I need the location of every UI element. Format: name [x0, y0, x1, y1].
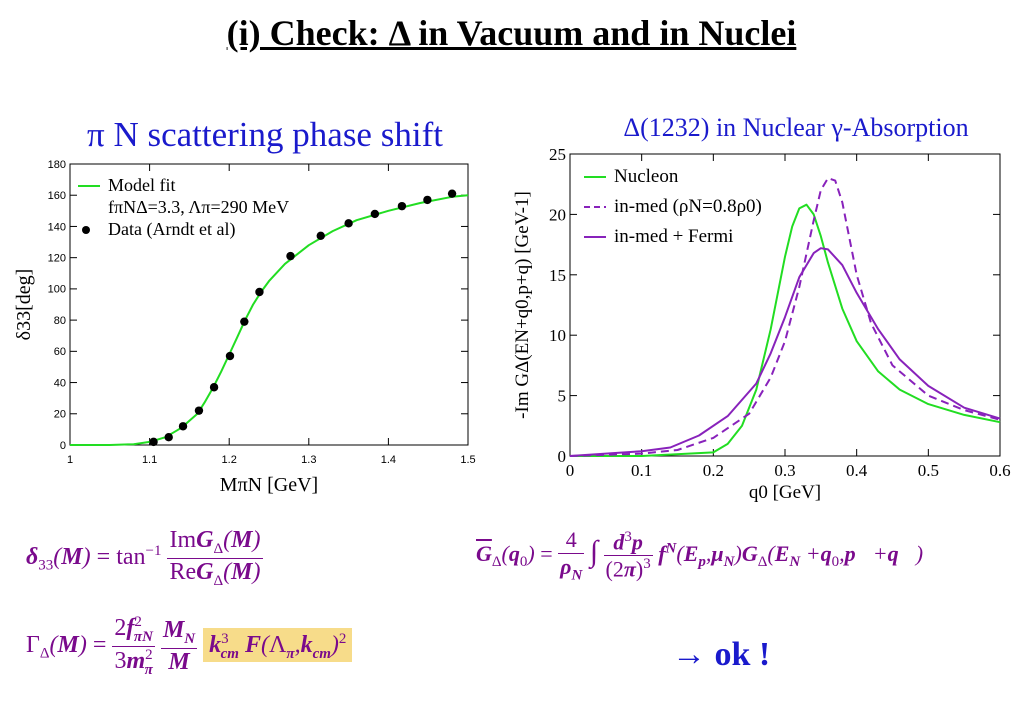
phase-shift-data-point	[397, 201, 407, 211]
absorption-legend-label: in-med (ρN=0.8ρ0)	[614, 196, 762, 217]
phase-shift-chart-title: π N scattering phase shift	[87, 115, 443, 154]
absorption-series-line	[570, 203, 1001, 457]
phase-shift-y-tick-label: 160	[48, 190, 66, 202]
phase-shift-y-tick-label: 180	[48, 159, 66, 171]
phase-shift-legend-label-extra: fπNΔ=3.3, Λπ=290 MeV	[108, 197, 289, 217]
phase-shift-y-tick-label: 140	[48, 221, 66, 233]
phase-shift-chart: π N scattering phase shift 1 1.1 1.2 1.3 1.4…	[13, 115, 476, 496]
phase-shift-data-point	[240, 317, 249, 326]
phase-shift-x-tick-label: 1.1	[142, 454, 157, 466]
ok-conclusion: → ok !	[672, 636, 771, 673]
phase-shift-x-tick-label: 1.2	[222, 454, 237, 466]
absorption-x-tick-label: 0.2	[703, 461, 724, 480]
phase-shift-x-axis-label: MπN [GeV]	[220, 474, 318, 496]
phase-shift-data-point	[255, 287, 264, 297]
slide-title: (i) Check: Δ in Vacuum and in Nuclei	[226, 13, 797, 53]
absorption-x-tick-label: 0.6	[989, 461, 1010, 480]
phase-shift-chart-panel: π N scattering phase shift 1 1.1 1.2 1.3 1.4…	[12, 114, 498, 500]
absorption-y-tick-label: 15	[549, 266, 566, 285]
absorption-x-tick-label: 0.3	[774, 461, 795, 480]
absorption-chart-title: Δ(1232) in Nuclear γ-Absorption	[623, 114, 968, 142]
phase-shift-data-point	[149, 437, 158, 447]
absorption-series-line	[569, 247, 1001, 457]
phase-shift-formula: δ33(M) = tan−1 ImGΔ(M) ReGΔ(M)	[26, 527, 263, 589]
absorption-y-tick-label: 10	[549, 326, 566, 345]
phase-shift-plot-area: 1 1.1 1.2 1.3 1.4 1.5 0 20 40 60 80 100 120 140 160 180…	[13, 159, 476, 496]
phase-shift-data-point	[286, 251, 295, 261]
absorption-x-axis-label: q0 [GeV]	[749, 482, 821, 503]
absorption-x-tick-label: 0	[566, 461, 575, 480]
phase-shift-legend-marker	[82, 226, 90, 234]
absorption-chart: Δ(1232) in Nuclear γ-Absorption 0 0.1 0.2 0…	[512, 113, 1011, 503]
phase-shift-data-point	[370, 209, 380, 219]
phase-shift-data-point	[423, 195, 432, 205]
phase-shift-data-point	[447, 189, 457, 198]
phase-shift-x-tick-label: 1.3	[301, 454, 316, 466]
phase-shift-data-point	[178, 422, 188, 431]
absorption-legend-label: Nucleon	[614, 166, 679, 187]
phase-shift-data-point	[209, 383, 219, 392]
phase-shift-y-tick-label: 120	[48, 253, 66, 265]
absorption-x-tick-label: 0.1	[631, 461, 652, 480]
absorption-series-line	[569, 177, 1001, 457]
phase-shift-data-point	[164, 432, 173, 442]
phase-shift-frame	[69, 163, 469, 446]
phase-shift-data-point	[194, 406, 204, 415]
absorption-y-axis-label: -Im GΔ(EN+q0,p+q) [GeV-1]	[512, 191, 533, 419]
phase-shift-legend-label: Data (Arndt et al)	[108, 219, 235, 240]
absorption-y-tick-label: 20	[549, 205, 566, 224]
phase-shift-data-point	[344, 219, 353, 228]
phase-shift-y-tick-label: 100	[48, 284, 66, 296]
phase-shift-x-tick-label: 1	[67, 454, 73, 466]
absorption-y-tick-label: 5	[558, 387, 567, 406]
absorption-x-tick-label: 0.4	[846, 461, 868, 480]
phase-shift-y-tick-label: 80	[54, 315, 66, 327]
phase-shift-data-point	[316, 231, 325, 241]
fermi-average-formula: GΔ(q0) = 4 ρN ∫ d3p (2π)3 fN(Ep,μN)GΔ(EN +…	[476, 527, 924, 584]
form-factor-highlight: k3cm F(Λπ,kcm)2	[203, 627, 353, 662]
phase-shift-x-tick-label: 1.4	[381, 454, 396, 466]
phase-shift-y-tick-label: 40	[54, 377, 66, 389]
absorption-y-tick-label: 25	[549, 145, 566, 164]
width-formula: ΓΔ(M) = 2f2πN 3m2π MN M k3cm F(Λπ,kcm)2	[26, 614, 353, 679]
phase-shift-series-line	[70, 194, 469, 446]
absorption-y-tick-label: 0	[558, 447, 567, 466]
absorption-chart-panel: Δ(1232) in Nuclear γ-Absorption 0 0.1 0.2 0…	[512, 113, 1015, 512]
phase-shift-x-tick-label: 1.5	[460, 454, 475, 466]
absorption-plot-area: 0 0.1 0.2 0.3 0.4 0.5 0.6 0 5 10 15 20 25 q0 [GeV] -Im…	[512, 145, 1011, 503]
phase-shift-y-tick-label: 60	[54, 346, 66, 358]
phase-shift-y-axis-label: δ33[deg]	[13, 269, 35, 341]
absorption-x-tick-label: 0.5	[918, 461, 939, 480]
phase-shift-data-point	[225, 351, 235, 361]
phase-shift-y-tick-label: 20	[54, 409, 66, 421]
phase-shift-legend-label: Model fit	[108, 175, 176, 195]
phase-shift-y-tick-label: 0	[60, 440, 66, 452]
absorption-legend-label: in-med + Fermi	[614, 226, 733, 247]
